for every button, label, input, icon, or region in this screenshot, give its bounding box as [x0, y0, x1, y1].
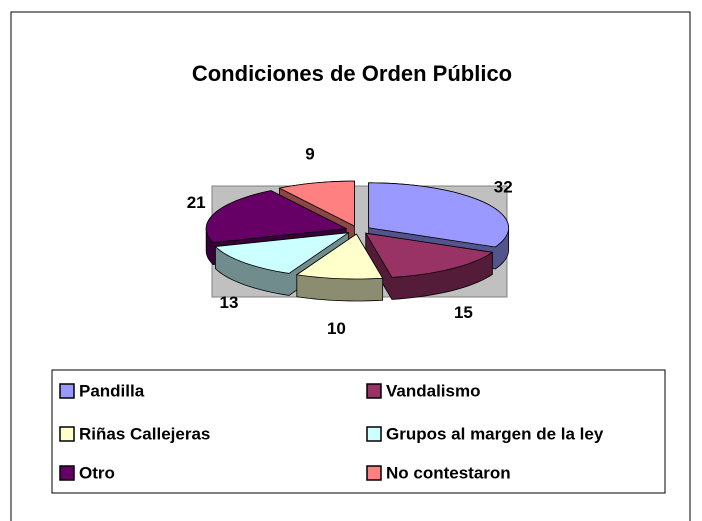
legend-swatch	[366, 426, 382, 442]
legend-label: Vandalismo	[386, 381, 480, 400]
data-label: 21	[187, 193, 206, 212]
legend-label: No contestaron	[386, 463, 511, 482]
legend-label: Riñas Callejeras	[79, 424, 210, 443]
legend-label: Pandilla	[79, 381, 145, 400]
legend-swatch	[366, 383, 382, 399]
slice	[368, 182, 510, 248]
slice	[214, 232, 349, 274]
legend-label: Grupos al margen de la ley	[386, 424, 604, 443]
legend-swatch	[366, 465, 382, 481]
legend-swatch	[59, 426, 75, 442]
slice	[295, 233, 384, 280]
data-label: 10	[327, 319, 346, 338]
data-label: 32	[494, 178, 513, 197]
data-label: 13	[220, 293, 239, 312]
slice	[205, 190, 348, 243]
legend-swatch	[59, 465, 75, 481]
chart-title: Condiciones de Orden Público	[192, 61, 512, 86]
data-label: 9	[305, 145, 314, 164]
data-label: 15	[454, 303, 473, 322]
slice	[278, 180, 355, 227]
legend	[51, 369, 666, 494]
legend-label: Otro	[79, 463, 115, 482]
legend-swatch	[59, 383, 75, 399]
slice	[364, 232, 494, 278]
